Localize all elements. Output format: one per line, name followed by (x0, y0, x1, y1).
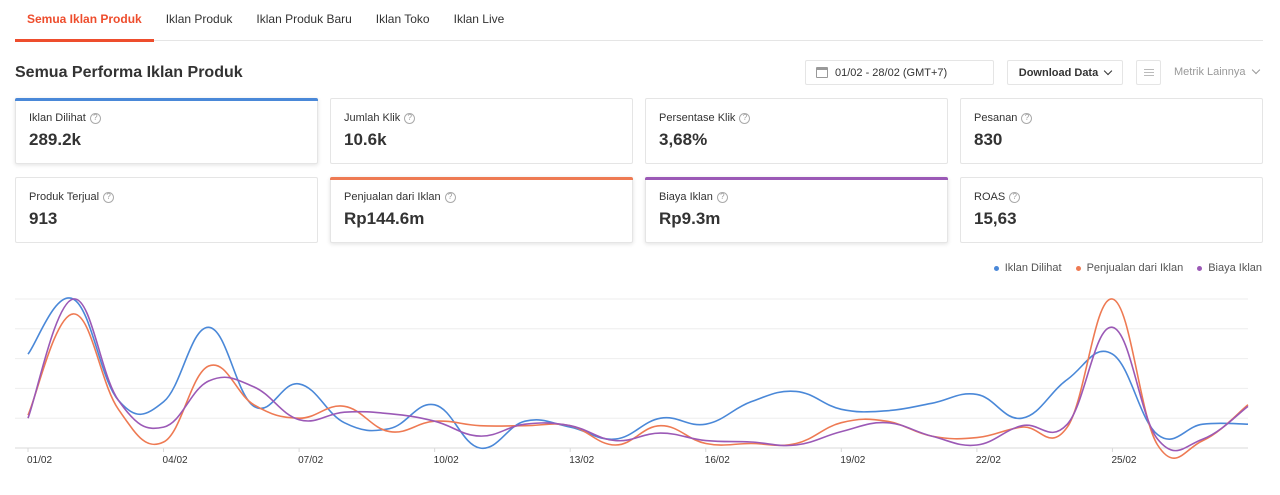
x-tick-label: 10/02 (434, 455, 459, 466)
series-line-iklan-dilihat[interactable] (27, 297, 1249, 449)
metric-card-persentase-klik[interactable]: Persentase Klik? 3,68% (645, 98, 948, 164)
calendar-icon (816, 67, 828, 78)
download-data-label: Download Data (1018, 66, 1099, 79)
chart-lines (27, 297, 1249, 460)
metric-label: Iklan Dilihat (29, 112, 86, 124)
x-tick-label: 19/02 (840, 455, 865, 466)
legend-item-iklan-dilihat[interactable]: Iklan Dilihat (993, 262, 1062, 274)
metric-value: 3,68% (659, 130, 708, 149)
x-tick-label: 13/02 (569, 455, 594, 466)
help-icon[interactable]: ? (444, 191, 456, 203)
tab-iklan-produk-baru[interactable]: Iklan Produk Baru (256, 12, 352, 26)
metric-value: Rp144.6m (344, 209, 425, 228)
help-icon[interactable]: ? (103, 191, 115, 203)
metric-more-dropdown[interactable]: Metrik Lainnya (1174, 65, 1260, 78)
legend-label: Biaya Iklan (1208, 262, 1262, 274)
legend-dot (993, 265, 999, 271)
help-icon[interactable]: ? (739, 112, 751, 124)
x-tick-label: 01/02 (27, 455, 52, 466)
chart-x-ticks: 01/02 04/02 07/02 10/02 13/02 16/02 19/02 22/02… (27, 448, 1137, 466)
help-icon[interactable]: ? (716, 191, 728, 203)
metric-value: 15,63 (974, 209, 1017, 228)
metric-label: Penjualan dari Iklan (344, 191, 441, 203)
metric-card-biaya-iklan[interactable]: Biaya Iklan? Rp9.3m (645, 177, 948, 243)
list-icon (1143, 69, 1154, 70)
x-tick-label: 25/02 (1111, 455, 1136, 466)
download-data-button[interactable]: Download Data (1007, 60, 1123, 85)
metric-card-color-bar (330, 177, 633, 180)
legend-item-penjualan-dari-iklan[interactable]: Penjualan dari Iklan (1075, 262, 1184, 274)
series-line-biaya-iklan[interactable] (27, 298, 1249, 452)
metric-label: Jumlah Klik (344, 112, 401, 124)
x-tick-label: 04/02 (163, 455, 188, 466)
performance-line-chart: 01/02 04/02 07/02 10/02 13/02 16/02 19/02 22/02… (15, 297, 1249, 466)
chart-grid (15, 298, 1248, 449)
legend-label: Iklan Dilihat (1004, 262, 1062, 274)
metric-card-color-bar (645, 177, 948, 180)
metric-value: Rp9.3m (659, 209, 721, 228)
metric-card-pesanan[interactable]: Pesanan? 830 (960, 98, 1263, 164)
date-range-text: 01/02 - 28/02 (GMT+7) (835, 66, 948, 79)
legend-dot (1075, 265, 1081, 271)
metric-card-jumlah-klik[interactable]: Jumlah Klik? 10.6k (330, 98, 633, 164)
metric-card-iklan-dilihat[interactable]: Iklan Dilihat? 289.2k (15, 98, 318, 164)
tab-bar: Semua Iklan Produk Iklan Produk Iklan Pr… (15, 0, 1263, 42)
x-tick-label: 16/02 (705, 455, 730, 466)
section-title: Semua Performa Iklan Produk (15, 64, 243, 81)
metric-label: Produk Terjual (29, 191, 100, 203)
metric-value: 10.6k (344, 130, 387, 149)
metric-card-produk-terjual[interactable]: Produk Terjual? 913 (15, 177, 318, 243)
legend-label: Penjualan dari Iklan (1086, 262, 1184, 274)
metric-card-penjualan-dari-iklan[interactable]: Penjualan dari Iklan? Rp144.6m (330, 177, 633, 243)
chart-legend: Iklan Dilihat Penjualan dari Iklan Biaya… (993, 262, 1262, 274)
date-range-picker[interactable]: 01/02 - 28/02 (GMT+7) (805, 60, 994, 85)
list-view-button[interactable] (1136, 60, 1161, 85)
legend-dot (1197, 265, 1203, 271)
metric-label: Persentase Klik (659, 112, 736, 124)
series-line-penjualan-dari-iklan[interactable] (27, 298, 1249, 460)
legend-item-biaya-iklan[interactable]: Biaya Iklan (1197, 262, 1262, 274)
metric-label: Biaya Iklan (659, 191, 713, 203)
x-tick-label: 22/02 (976, 455, 1001, 466)
help-icon[interactable]: ? (404, 112, 416, 124)
help-icon[interactable]: ? (89, 112, 101, 124)
x-tick-label: 07/02 (298, 455, 323, 466)
metric-label: ROAS (974, 191, 1006, 203)
metric-card-color-bar (15, 98, 318, 101)
chevron-down-icon (1103, 66, 1113, 75)
list-icon-line (1143, 75, 1154, 76)
tab-iklan-produk[interactable]: Iklan Produk (165, 12, 233, 26)
list-icon-line (1143, 72, 1154, 73)
metric-card-roas[interactable]: ROAS? 15,63 (960, 177, 1263, 243)
help-icon[interactable]: ? (1021, 112, 1033, 124)
tab-semua-iklan-produk[interactable]: Semua Iklan Produk (15, 0, 154, 42)
tab-iklan-toko[interactable]: Iklan Toko (375, 12, 430, 26)
help-icon[interactable]: ? (1009, 191, 1021, 203)
metric-value: 289.2k (29, 130, 81, 149)
metric-label: Pesanan (974, 112, 1018, 124)
metric-value: 913 (29, 209, 58, 228)
metric-more-label: Metrik Lainnya (1174, 66, 1246, 78)
chevron-down-icon (1251, 65, 1260, 75)
metric-value: 830 (974, 130, 1003, 149)
tab-iklan-live[interactable]: Iklan Live (453, 12, 505, 26)
